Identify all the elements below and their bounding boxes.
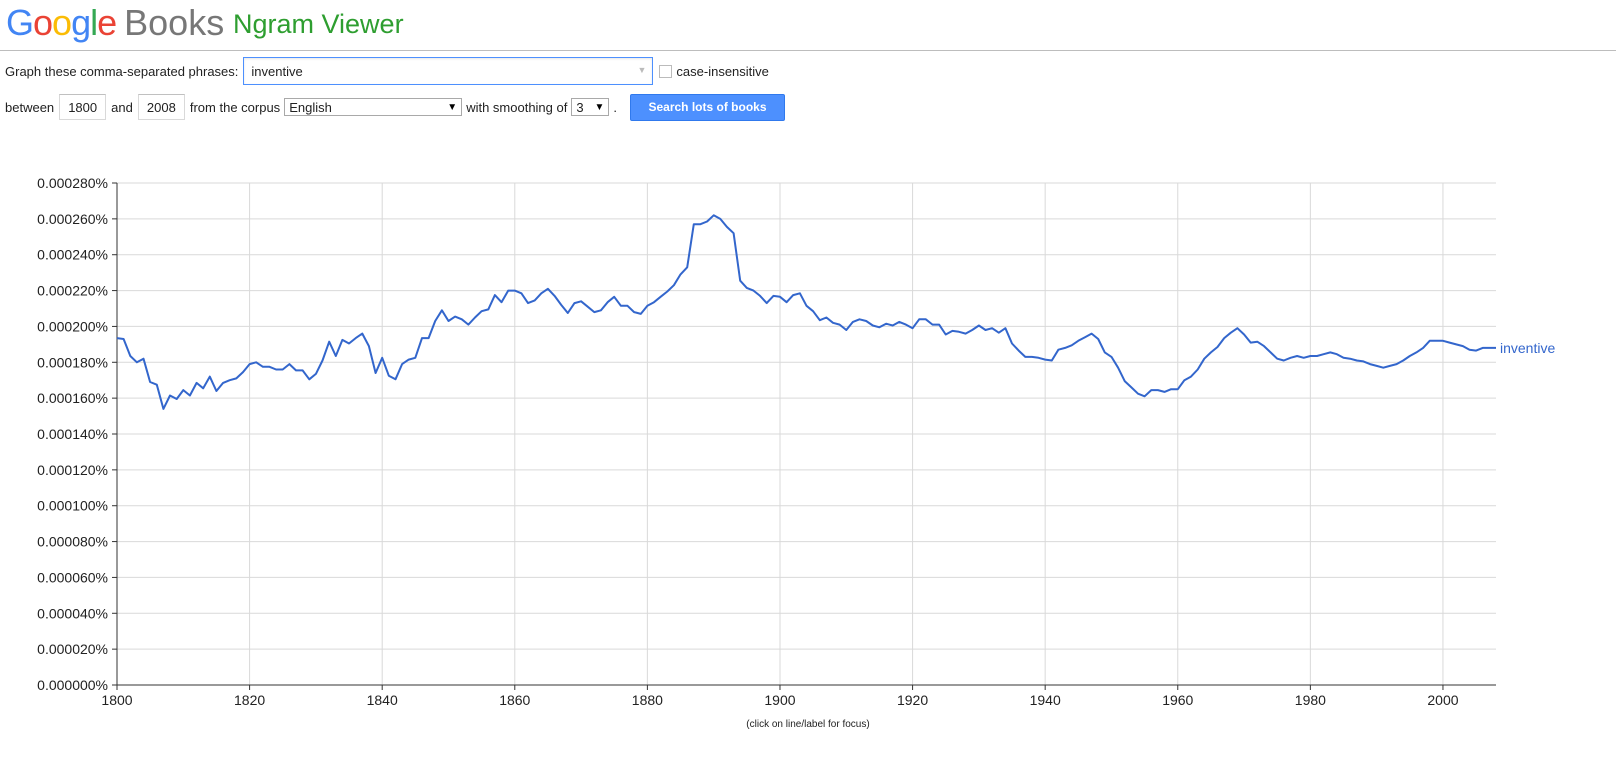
x-tick-label: 1960 [1162,692,1193,708]
phrases-label: Graph these comma-separated phrases: [5,63,239,79]
y-tick-label: 0.000200% [37,318,108,334]
corpus-label: from the corpus [189,99,281,115]
and-label: and [111,99,133,115]
phrase-row: Graph these comma-separated phrases: ▼ c… [5,57,769,85]
google-wordmark: Google [6,2,117,43]
google-books-logo[interactable]: Google Books [6,2,224,44]
smoothing-value: 3 [576,100,584,115]
google-letter: G [6,2,34,43]
google-letter: e [97,2,117,43]
chart-series[interactable]: inventive [116,214,1555,410]
end-year-input[interactable] [137,94,185,120]
range-row: between and from the corpus English ▼ wi… [5,93,785,121]
header: Google Books Ngram Viewer [0,0,1616,51]
y-tick-label: 0.000260% [37,211,108,227]
period: . [613,99,617,115]
x-tick-label: 1840 [367,692,398,708]
phrase-input[interactable] [244,58,632,84]
google-letter: o [52,2,72,43]
corpus-select[interactable]: English ▼ [284,98,463,116]
x-tick-label: 2000 [1427,692,1458,708]
y-tick-label: 0.000220% [37,283,108,299]
y-tick-label: 0.000020% [37,641,108,657]
corpus-dropdown-icon: ▼ [447,102,458,113]
y-tick-label: 0.000120% [37,462,108,478]
y-tick-label: 0.000080% [37,534,108,550]
y-tick-label: 0.000060% [37,569,108,585]
y-tick-label: 0.000160% [37,390,108,406]
focus-caption: (click on line/label for focus) [746,719,870,730]
y-tick-label: 0.000040% [37,605,108,621]
search-button[interactable]: Search lots of books [629,93,785,121]
google-letter: l [90,2,98,43]
google-letter: o [33,2,53,43]
between-label: between [5,99,55,115]
case-insensitive-checkbox[interactable] [659,64,673,78]
phrase-field[interactable]: ▼ [243,57,654,85]
y-tick-label: 0.000280% [37,175,108,191]
start-year-input[interactable] [59,94,107,120]
y-tick-label: 0.000000% [37,677,108,693]
smoothing-dropdown-icon: ▼ [594,102,605,113]
x-tick-label: 1920 [897,692,928,708]
smoothing-label: with smoothing of [466,99,568,115]
case-insensitive-label[interactable]: case-insensitive [676,63,769,79]
chart-axes: 0.000000% 0.000020% 0.000040% 0.000060% 0.00… [37,175,1496,708]
y-tick-label: 0.000140% [37,426,108,442]
x-tick-label: 1980 [1295,692,1326,708]
series-line-inventive[interactable] [116,214,1496,410]
corpus-value: English [289,100,332,115]
y-tick-label: 0.000180% [37,354,108,370]
x-tick-label: 1940 [1030,692,1061,708]
smoothing-select[interactable]: 3 ▼ [571,98,610,116]
x-tick-label: 1860 [499,692,530,708]
y-tick-label: 0.000240% [37,247,108,263]
x-tick-label: 1820 [234,692,265,708]
ngram-chart: 0.000000% 0.000020% 0.000040% 0.000060% 0.00… [37,175,1555,708]
google-letter: g [71,2,91,43]
x-tick-label: 1900 [764,692,795,708]
x-tick-label: 1880 [632,692,663,708]
books-wordmark: Books [124,2,225,43]
app-title: Ngram Viewer [233,9,404,39]
x-tick-label: 1800 [101,692,132,708]
chart-grid [117,182,1496,685]
series-label-inventive[interactable]: inventive [1500,340,1555,356]
y-tick-label: 0.000100% [37,498,108,514]
dropdown-arrow-icon[interactable]: ▼ [637,65,647,75]
